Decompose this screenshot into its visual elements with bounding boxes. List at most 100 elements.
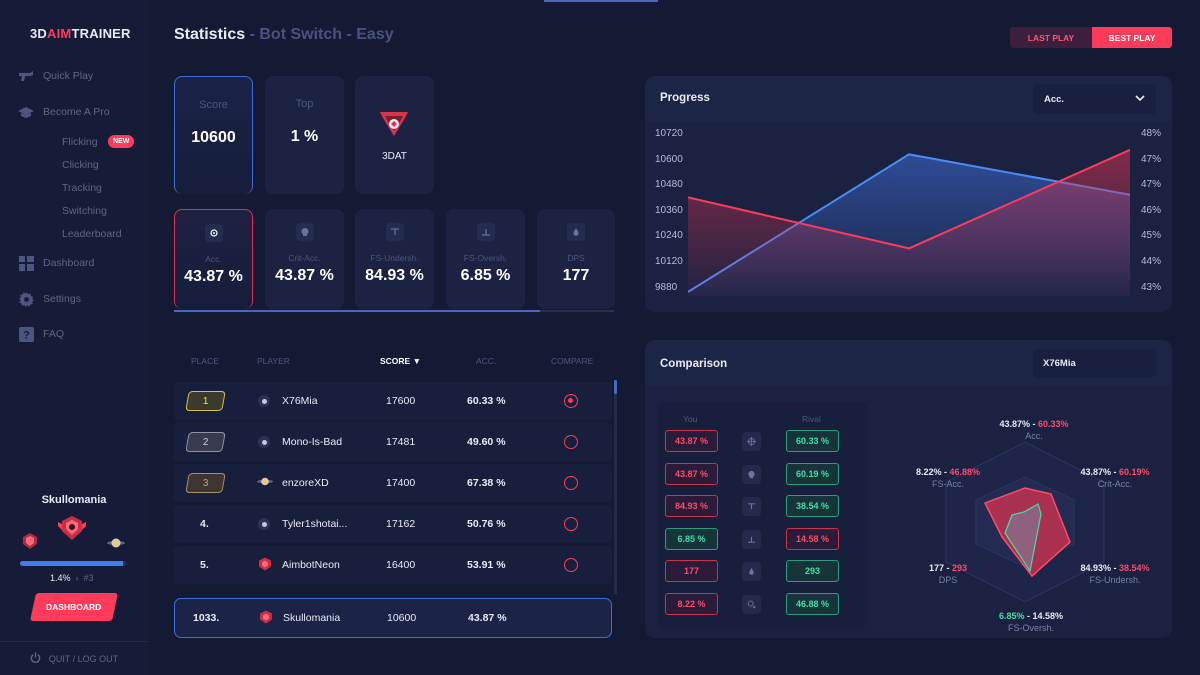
radar-label-under: 84.93% - 38.54% FS-Undersh. bbox=[1080, 563, 1150, 585]
player-acc: 53.91 % bbox=[467, 559, 506, 571]
you-value-pill: 6.85 % bbox=[665, 527, 718, 550]
compare-radio[interactable] bbox=[564, 394, 578, 408]
score-label: Score bbox=[199, 99, 228, 111]
crosshair-icon bbox=[204, 224, 223, 242]
radar-label-dps: 177 - 293 DPS bbox=[928, 563, 968, 585]
you-column-label: You bbox=[683, 414, 698, 424]
stat-label: Acc. bbox=[205, 254, 222, 264]
svg-text:?: ? bbox=[23, 329, 30, 341]
place-badge-bronze: 3 bbox=[185, 473, 226, 493]
y-tick-right: 46% bbox=[1141, 204, 1162, 216]
col-compare: COMPARE bbox=[551, 356, 594, 366]
leaderboard-scrollbar[interactable] bbox=[614, 380, 617, 595]
my-row[interactable]: 1033. Skullomania 10600 43.87 % bbox=[174, 598, 612, 638]
chevron-down-icon bbox=[1135, 94, 1145, 105]
stat-label: Crit-Acc. bbox=[288, 253, 321, 263]
stat-value: 177 bbox=[562, 267, 590, 284]
my-score: 10600 bbox=[387, 612, 417, 624]
y-tick-left: 10480 bbox=[655, 179, 683, 191]
progress-metric-select[interactable]: Acc. bbox=[1033, 84, 1156, 114]
y-tick-right: 47% bbox=[1141, 179, 1162, 191]
dashboard-button[interactable]: DASHBOARD bbox=[30, 593, 118, 621]
stat-card-acc[interactable]: Acc. 43.87 % bbox=[174, 209, 253, 309]
y-tick-left: 10360 bbox=[655, 204, 683, 216]
xp-percent: 1.4% bbox=[50, 573, 71, 583]
last-play-tab[interactable]: LAST PLAY bbox=[1010, 27, 1092, 48]
stat-card-dps[interactable]: DPS 177 bbox=[537, 209, 615, 309]
series-line-1 bbox=[688, 148, 1130, 250]
nav-quick-play[interactable]: Quick Play bbox=[18, 68, 93, 84]
subnav-switching[interactable]: Switching bbox=[62, 205, 107, 217]
subnav-clicking[interactable]: Clicking bbox=[62, 159, 99, 171]
compare-radio[interactable] bbox=[564, 558, 578, 572]
page-subtitle: Bot Switch - Easy bbox=[259, 26, 394, 43]
rival-value-pill: 60.19 % bbox=[786, 462, 839, 485]
player-acc: 60.33 % bbox=[467, 395, 506, 407]
series-area-1 bbox=[688, 149, 1130, 296]
table-row[interactable]: 5. AimbotNeon 16400 53.91 % bbox=[174, 546, 612, 584]
app-logo[interactable]: 3DAIMTRAINER bbox=[30, 26, 131, 41]
my-place: 1033. bbox=[193, 612, 220, 624]
col-acc[interactable]: ACC. bbox=[476, 356, 497, 366]
question-icon: ? bbox=[18, 326, 34, 342]
overshoot-icon bbox=[476, 223, 495, 241]
subnav-flicking[interactable]: Flicking bbox=[62, 136, 98, 148]
nav-faq[interactable]: ? FAQ bbox=[18, 326, 64, 342]
table-row[interactable]: 2 Mono-Is-Bad 17481 49.60 % bbox=[174, 423, 612, 461]
player-name[interactable]: enzoreXD bbox=[282, 477, 329, 489]
player-rank-icon bbox=[256, 477, 274, 490]
place-number: 4. bbox=[200, 518, 209, 530]
col-score-sort[interactable]: SCORE ▼ bbox=[380, 356, 422, 366]
rank-emblem-icon bbox=[56, 514, 88, 547]
player-score: 17162 bbox=[386, 518, 416, 530]
rival-select[interactable]: X76Mia bbox=[1033, 349, 1155, 378]
best-play-tab[interactable]: BEST PLAY bbox=[1092, 27, 1172, 48]
nav-label: Settings bbox=[43, 293, 81, 305]
rival-value-pill: 14.58 % bbox=[786, 527, 839, 550]
compare-radio[interactable] bbox=[564, 517, 578, 531]
compare-radio[interactable] bbox=[564, 476, 578, 490]
radar-chart bbox=[945, 441, 1105, 603]
gear-icon bbox=[18, 291, 34, 307]
nav-settings[interactable]: Settings bbox=[18, 291, 81, 307]
player-name[interactable]: AimbotNeon bbox=[282, 559, 340, 571]
xp-info: 1.4% › #3 bbox=[50, 573, 94, 583]
rank-badge-icon bbox=[378, 110, 410, 143]
stat-value: 84.93 % bbox=[365, 267, 424, 284]
stats-scroll-indicator bbox=[174, 310, 614, 312]
y-tick-left: 10600 bbox=[655, 153, 683, 165]
player-name[interactable]: X76Mia bbox=[282, 395, 318, 407]
table-row[interactable]: 3 enzoreXD 17400 67.38 % bbox=[174, 464, 612, 502]
player-rank-icon bbox=[258, 436, 270, 448]
radar-label-crit: 43.87% - 60.19% Crit-Acc. bbox=[1080, 467, 1150, 489]
nav-label: Dashboard bbox=[43, 257, 95, 269]
stat-label: DPS bbox=[567, 253, 585, 263]
stat-card-fs-undersh[interactable]: FS-Undersh. 84.93 % bbox=[355, 209, 434, 309]
table-row[interactable]: 1 X76Mia 17600 60.33 % bbox=[174, 382, 612, 420]
top-label: Top bbox=[295, 98, 314, 110]
score-card[interactable]: Score 10600 bbox=[174, 76, 253, 194]
subnav-tracking[interactable]: Tracking bbox=[62, 182, 102, 194]
subnav-leaderboard[interactable]: Leaderboard bbox=[62, 228, 122, 240]
player-rank-icon bbox=[257, 557, 273, 574]
y-tick-left: 9880 bbox=[655, 281, 678, 293]
power-icon bbox=[30, 652, 41, 665]
table-row[interactable]: 4. Tyler1shotai... 17162 50.76 % bbox=[174, 505, 612, 543]
player-acc: 50.76 % bbox=[467, 518, 506, 530]
radar-rival-area bbox=[1004, 503, 1042, 573]
logout-button[interactable]: QUIT / LOG OUT bbox=[0, 641, 148, 675]
chevron-right-icon: › bbox=[73, 573, 82, 583]
stat-card-fs-oversh[interactable]: FS-Oversh. 6.85 % bbox=[446, 209, 525, 309]
nav-become-a-pro[interactable]: Become A Pro bbox=[18, 104, 110, 120]
you-value-pill: 84.93 % bbox=[665, 495, 718, 518]
player-name[interactable]: Tyler1shotai... bbox=[282, 518, 348, 530]
nav-dashboard[interactable]: Dashboard bbox=[18, 255, 94, 271]
compare-radio[interactable] bbox=[564, 435, 578, 449]
top-card[interactable]: Top 1 % bbox=[265, 76, 344, 194]
player-acc: 67.38 % bbox=[467, 477, 506, 489]
player-name[interactable]: Mono-Is-Bad bbox=[282, 436, 343, 448]
prev-rank-icon bbox=[20, 532, 40, 555]
stat-label: FS-Undersh. bbox=[370, 253, 419, 263]
rank-card: 3DAT bbox=[355, 76, 434, 194]
stat-card-crit-acc[interactable]: Crit-Acc. 43.87 % bbox=[265, 209, 344, 309]
